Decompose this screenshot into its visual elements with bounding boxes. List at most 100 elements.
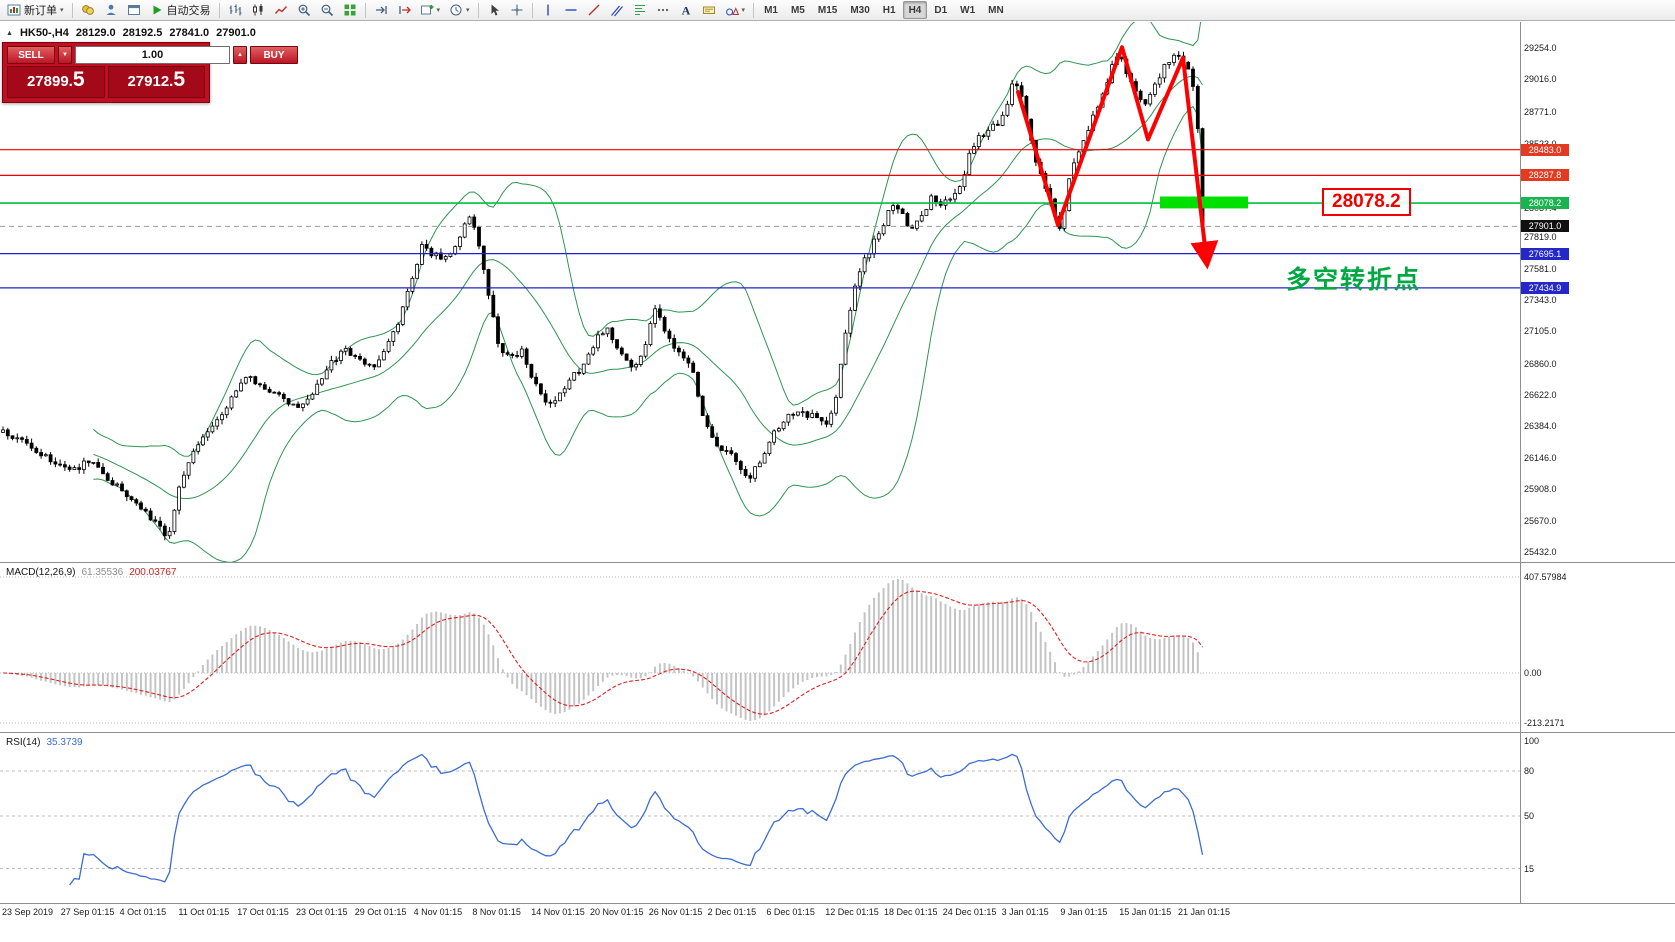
bars-icon	[228, 3, 242, 17]
tf-w1-button[interactable]: W1	[960, 4, 976, 16]
trendline-button[interactable]	[583, 1, 605, 19]
time-tick: 26 Nov 01:15	[648, 907, 703, 917]
new-order-button[interactable]: 新订单 ▾	[3, 1, 68, 19]
time-tick: 4 Oct 01:15	[119, 907, 167, 917]
buy-button[interactable]: BUY	[250, 46, 298, 64]
text-label-button[interactable]	[698, 1, 720, 19]
caret-down-icon: ▾	[466, 7, 470, 14]
line-chart-icon	[274, 3, 288, 17]
macd-canvas[interactable]	[0, 563, 1520, 731]
horizontal-line-button[interactable]	[560, 1, 582, 19]
price-tick: 25432.0	[1524, 547, 1557, 557]
macd-axis-label: -213.2171	[1524, 718, 1565, 728]
tile-windows-button[interactable]	[339, 1, 361, 19]
auto-scroll-button[interactable]	[370, 1, 392, 19]
bar-chart-button[interactable]	[224, 1, 246, 19]
tf-mn-button[interactable]: MN	[988, 4, 1004, 16]
toolbar-separator	[218, 2, 220, 18]
svg-text:A: A	[681, 4, 690, 18]
person-icon	[104, 3, 118, 17]
zoom-out-button[interactable]	[316, 1, 338, 19]
crosshair-icon	[510, 3, 524, 17]
rsi-panel-divider[interactable]	[0, 732, 1675, 733]
tf-h4-button[interactable]: H4	[902, 1, 928, 19]
hline-icon	[564, 3, 578, 17]
price-callout-label[interactable]: 28078.2	[1322, 188, 1411, 217]
toolbar-separator	[71, 2, 73, 18]
macd-panel-divider[interactable]	[0, 562, 1675, 563]
time-tick: 11 Oct 01:15	[178, 907, 230, 917]
collapse-one-click-icon[interactable]: ▲	[6, 29, 13, 37]
macd-axis-label: 407.57984	[1524, 572, 1567, 582]
macd-panel[interactable]	[0, 563, 1520, 731]
caret-down-icon: ▾	[741, 7, 746, 14]
candlestick-chart-button[interactable]	[247, 1, 269, 19]
new-order-button-label: 新订单	[24, 5, 57, 17]
tf-d1-button[interactable]: D1	[934, 4, 948, 16]
time-tick: 21 Jan 01:15	[1178, 907, 1231, 917]
period-button[interactable]: ▾	[445, 1, 474, 19]
sell-button[interactable]: SELL	[7, 46, 55, 64]
vertical-line-button[interactable]	[537, 1, 559, 19]
cursor-button[interactable]	[483, 1, 505, 19]
line-chart-button[interactable]	[270, 1, 292, 19]
tf-m5-button[interactable]: M5	[790, 4, 805, 16]
sell-price[interactable]: 27899.5	[7, 66, 105, 98]
time-tick: 15 Jan 01:15	[1119, 907, 1172, 917]
new-chart-button[interactable]: ▾	[416, 1, 445, 19]
toolbar-separator	[364, 2, 366, 18]
crosshair-button[interactable]	[506, 1, 528, 19]
zigzag-arrow[interactable]	[1016, 45, 1219, 270]
price-chart-canvas[interactable]	[0, 22, 1520, 562]
volume-input[interactable]	[75, 46, 230, 64]
price-chart-panel[interactable]	[0, 22, 1520, 562]
one-click-controls: SELL ▼ ▲ BUY	[3, 43, 298, 66]
buy-price[interactable]: 27912.5	[107, 66, 205, 98]
price-level-badge: 27695.1	[1521, 247, 1569, 260]
history-center-button[interactable]	[77, 1, 99, 19]
macd-histogram	[6, 579, 1204, 721]
rsi-panel[interactable]	[0, 733, 1520, 903]
data-window-button[interactable]	[123, 1, 145, 19]
rsi-levels	[0, 770, 1520, 869]
tf-m15-button[interactable]: M15	[817, 4, 838, 16]
channel-button[interactable]	[606, 1, 628, 19]
volume-up-button[interactable]: ▲	[233, 46, 247, 64]
horizontal-level-lines[interactable]	[0, 149, 1520, 289]
macd-name: MACD(12,26,9)	[6, 567, 76, 578]
rsi-axis-label: 15	[1524, 863, 1535, 874]
price-tick: 26146.0	[1524, 452, 1557, 463]
chart-shift-button[interactable]	[393, 1, 415, 19]
tf-h1-button[interactable]: H1	[882, 4, 896, 16]
tf-m1-button[interactable]: M1	[764, 4, 778, 16]
market-watch-button[interactable]	[100, 1, 122, 19]
rsi-axis-label: 100	[1524, 736, 1540, 746]
tf-m30-button[interactable]: M30	[850, 4, 870, 16]
macd-main-value: 61.35536	[81, 567, 124, 578]
text-button[interactable]: A	[675, 1, 697, 19]
price-tick: 29016.0	[1524, 74, 1557, 85]
arrows-button[interactable]: ▾	[721, 1, 750, 19]
price-tick: 25670.0	[1524, 515, 1557, 526]
sell-price-int: 27899.	[26, 73, 73, 90]
time-tick: 14 Nov 01:15	[531, 907, 585, 917]
rsi-label: RSI(14) 35.3739	[6, 737, 83, 748]
buy-price-frac: 5	[173, 68, 186, 91]
level-highlight-bar[interactable]	[1160, 196, 1248, 209]
clock-icon	[449, 3, 463, 17]
fibonacci-button[interactable]	[629, 1, 651, 19]
rsi-name: RSI(14)	[6, 737, 41, 748]
price-tick: 26860.0	[1524, 358, 1557, 369]
rsi-canvas[interactable]	[0, 733, 1520, 903]
vline-icon	[541, 3, 555, 17]
ellipsis-button[interactable]	[652, 1, 674, 19]
zoom-in-button[interactable]	[293, 1, 315, 19]
chart-info-line: ▲ HK50-,H4 28129.0 28192.5 27841.0 27901…	[6, 27, 256, 39]
price-level-badge: 28483.0	[1521, 143, 1569, 156]
turning-point-text[interactable]: 多空转折点	[1286, 266, 1422, 295]
bar-open: 28129.0	[75, 27, 116, 39]
autotrading-button[interactable]: 自动交易	[146, 1, 215, 19]
volume-down-button[interactable]: ▼	[58, 46, 72, 64]
price-tick: 27105.0	[1524, 326, 1557, 337]
price-tick: 27343.0	[1524, 295, 1557, 305]
